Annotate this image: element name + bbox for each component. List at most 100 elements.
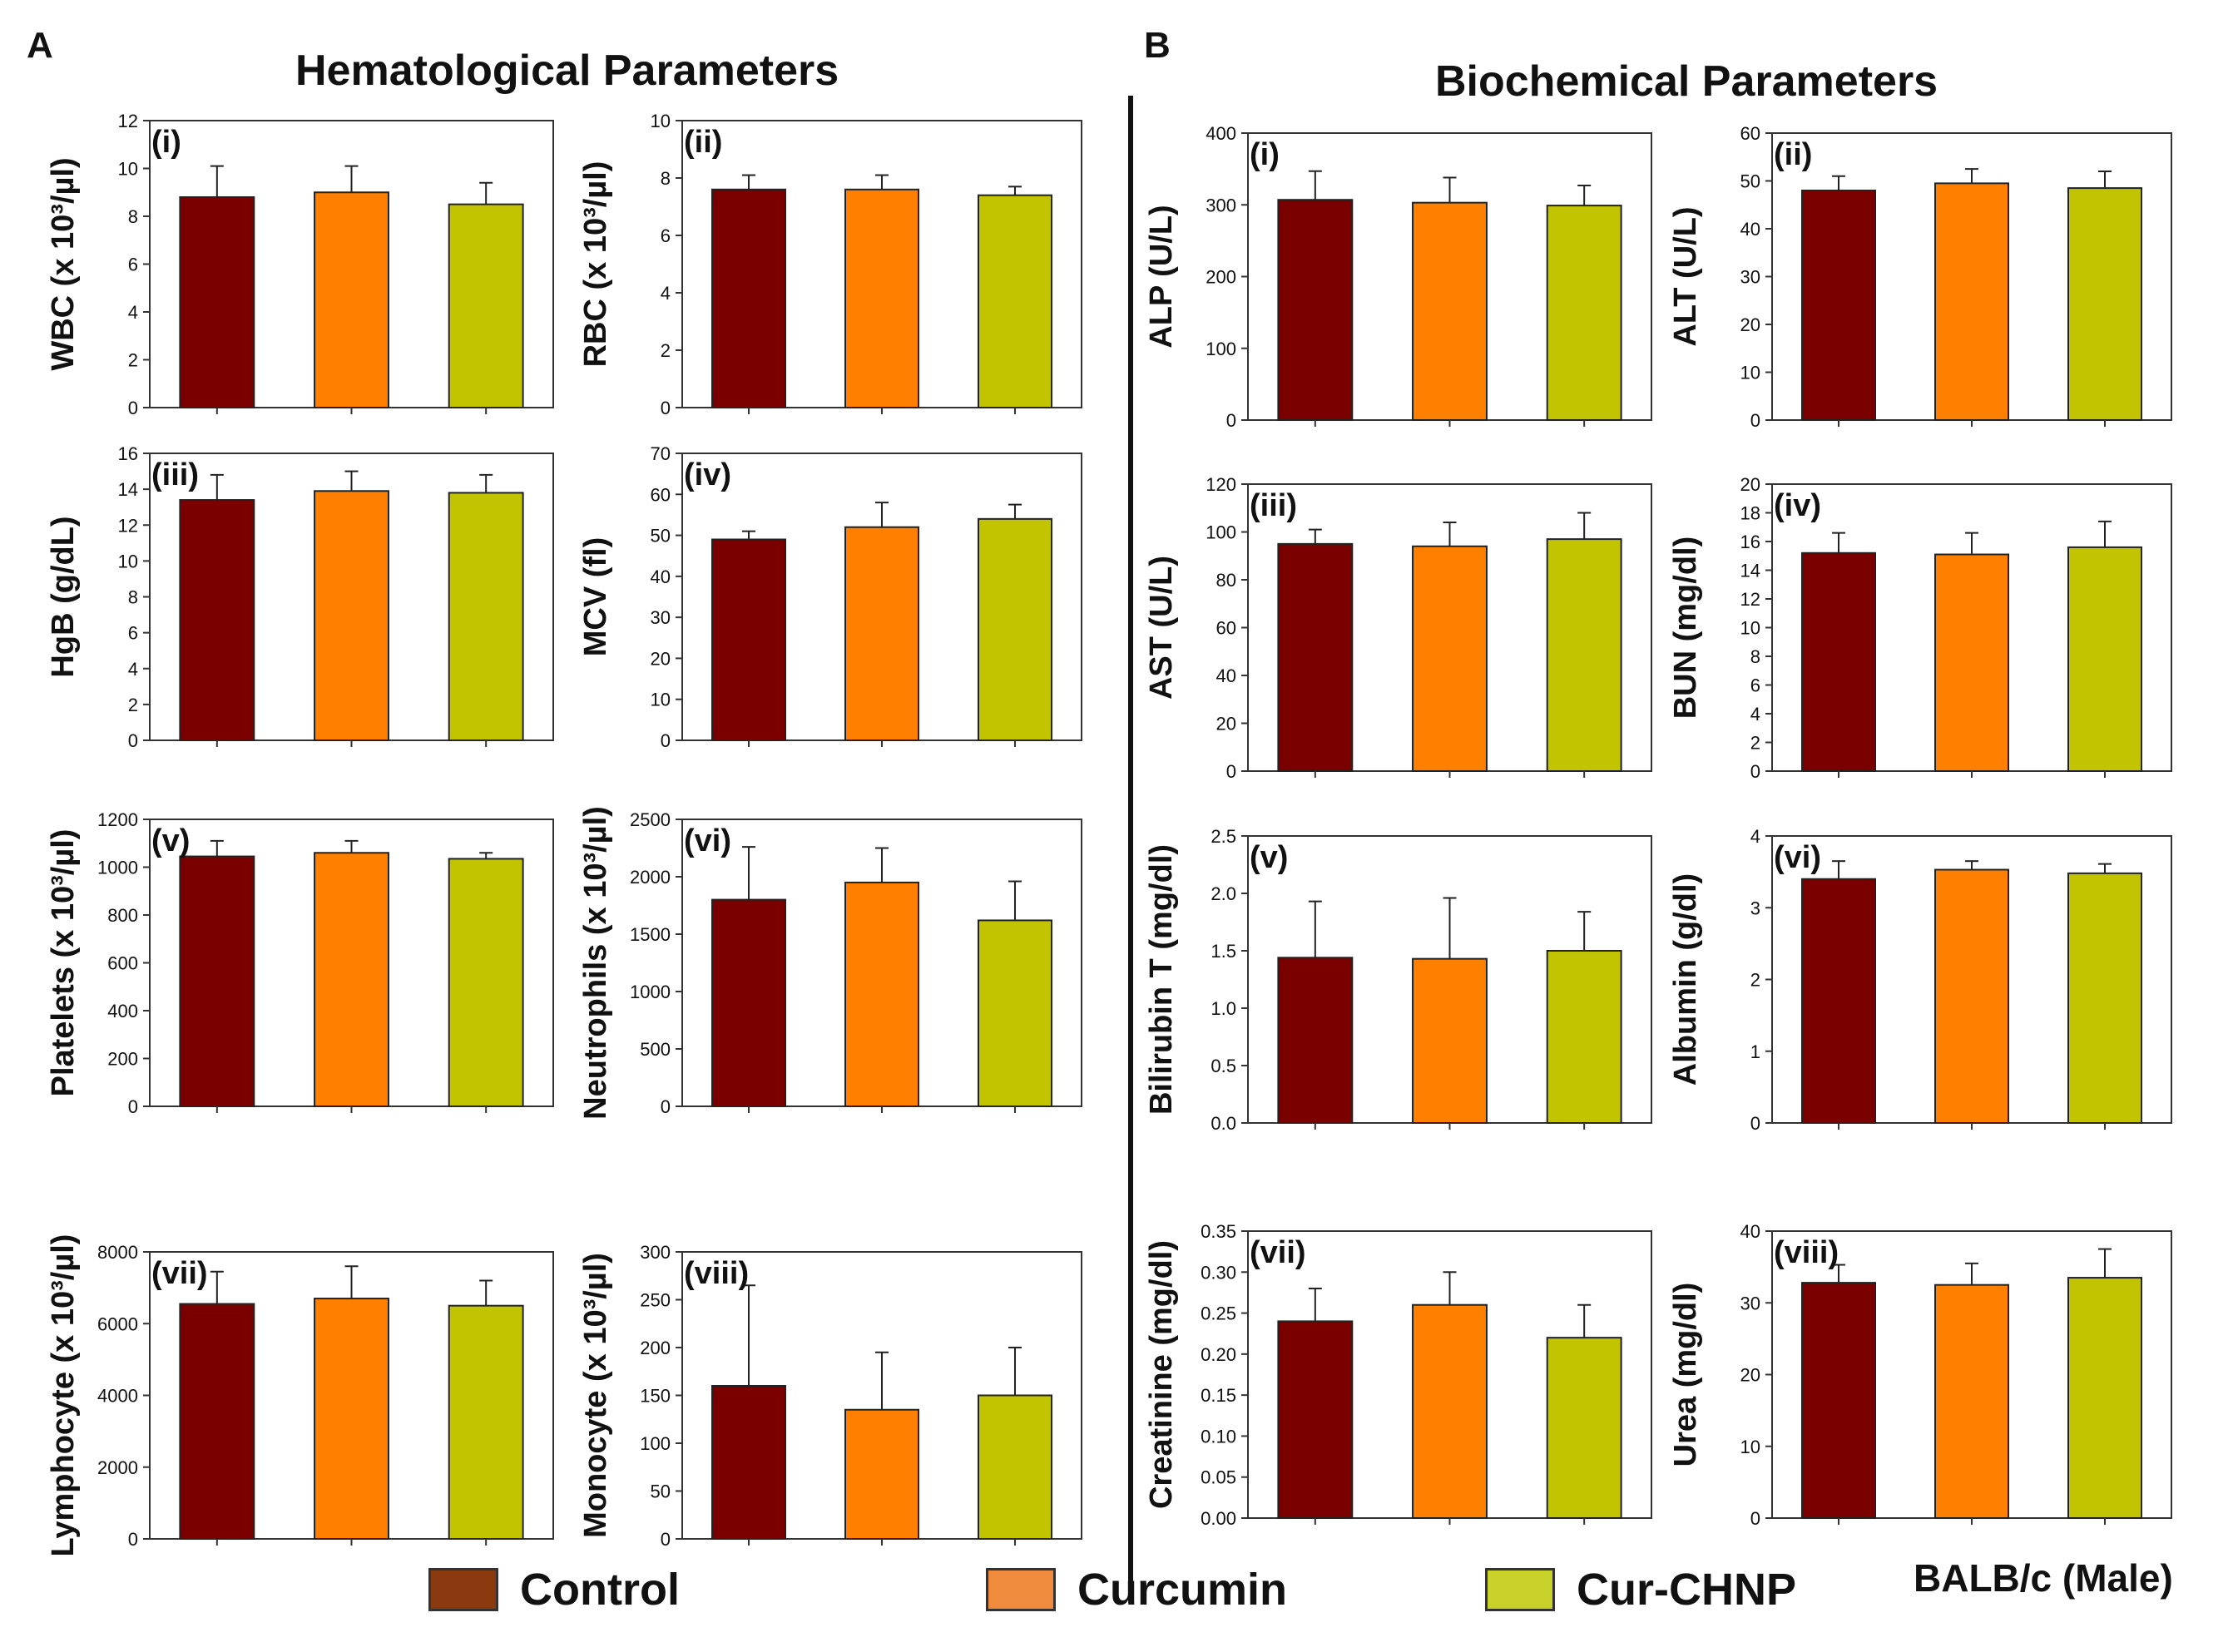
y-tick-label: 0.0 [1211, 1113, 1236, 1134]
y-tick-label: 0 [661, 398, 671, 418]
bar-cur-chnp [2067, 546, 2142, 773]
y-axis-label: BUN (mg/dl) [1668, 537, 1703, 720]
y-tick-label: 500 [640, 1039, 671, 1060]
bar-curcumin [844, 188, 919, 409]
y-tick-label: 6 [661, 225, 671, 246]
bar-curcumin [1412, 1303, 1488, 1519]
bar-control [711, 898, 786, 1107]
y-tick-label: 60 [1740, 123, 1760, 144]
y-tick-label: 40 [1216, 665, 1236, 686]
bar-cur-chnp [978, 194, 1052, 408]
y-tick-label: 70 [651, 443, 671, 464]
bar-control [179, 196, 255, 408]
y-tick-label: 0 [128, 398, 138, 418]
y-tick-label: 0 [661, 1529, 671, 1550]
bar-control [711, 188, 786, 409]
y-tick-label: 60 [1216, 618, 1236, 639]
y-tick-label: 2000 [630, 867, 671, 888]
y-tick-label: 2.0 [1211, 883, 1236, 904]
y-tick-label: 12 [1740, 589, 1760, 610]
bar-cur-chnp [1546, 205, 1622, 422]
chart-3: 0 2 4 6 8 10 12 14 16 (iii) HgB (g/dL) [46, 443, 554, 751]
bar-cur-chnp [978, 1394, 1052, 1540]
y-axis-label: Monocyte (x 10³/µl) [578, 1253, 613, 1538]
y-tick-label: 2 [661, 340, 671, 361]
y-axis-label: HgB (g/dL) [46, 516, 81, 677]
y-tick-label: 0 [661, 730, 671, 751]
chart-15: 0.00 0.05 0.10 0.15 0.20 0.25 0.30 0.35 (vii) Cre… [1144, 1221, 1652, 1529]
hematological-title: Hematological Parameters [295, 47, 839, 95]
y-tick-label: 1.0 [1211, 998, 1236, 1019]
bar-curcumin [844, 1408, 919, 1540]
y-tick-label: 8000 [97, 1242, 138, 1263]
bar-cur-chnp [1546, 538, 1622, 772]
y-tick-label: 4 [1750, 704, 1760, 725]
panel-label: (iv) [684, 458, 731, 492]
bar-control [179, 855, 255, 1107]
chart-16: 0 10 20 30 40 (viii) Urea (mg/dl) [1668, 1221, 2172, 1529]
bar-cur-chnp [448, 492, 524, 741]
y-tick-label: 20 [1740, 474, 1760, 495]
y-tick-label: 30 [651, 607, 671, 628]
y-tick-label: 4 [1750, 826, 1760, 847]
y-tick-label: 2500 [630, 809, 671, 830]
y-tick-label: 10 [651, 111, 671, 131]
y-tick-label: 3 [1750, 898, 1760, 918]
y-tick-label: 120 [1206, 474, 1236, 495]
y-tick-label: 600 [107, 953, 138, 974]
y-tick-label: 0 [1750, 410, 1760, 431]
y-tick-label: 0 [128, 730, 138, 751]
chart-14: 0 1 2 3 4 (vi) Albumin (g/dl) [1668, 826, 2172, 1134]
chart-4: 0 10 20 30 40 50 60 70 (iv) MCV (fl) [578, 443, 1082, 751]
chart-10: 0 10 20 30 40 50 60 (ii) ALT (U/L) [1668, 123, 2172, 431]
y-tick-label: 0.30 [1201, 1262, 1236, 1283]
y-tick-label: 8 [128, 206, 138, 227]
panel-b-letter: B [1144, 25, 1171, 66]
y-tick-label: 1.5 [1211, 941, 1236, 962]
y-tick-label: 20 [1740, 314, 1760, 335]
y-tick-label: 0 [1226, 761, 1236, 782]
bar-control [1277, 957, 1354, 1125]
y-axis-label: Lymphocyte (x 10³/µl) [46, 1234, 81, 1557]
y-tick-label: 250 [640, 1290, 671, 1311]
y-tick-label: 0 [1750, 1113, 1760, 1134]
y-tick-label: 12 [118, 515, 138, 536]
y-tick-label: 40 [1740, 219, 1760, 240]
y-tick-label: 30 [1740, 267, 1760, 288]
bar-cur-chnp [2067, 1277, 2142, 1519]
panel-divider [1128, 96, 1133, 1593]
bar-cur-chnp [2067, 187, 2142, 421]
y-tick-label: 50 [1740, 171, 1760, 192]
bar-control [711, 538, 786, 741]
bar-cur-chnp [978, 517, 1052, 741]
y-tick-label: 6 [128, 623, 138, 644]
y-tick-label: 10 [1740, 1437, 1760, 1457]
y-tick-label: 2 [128, 695, 138, 715]
bar-curcumin [1412, 201, 1488, 421]
chart-6: 0 500 1000 1500 2000 2500 (vi) Neutrophils (x 1… [578, 806, 1082, 1120]
y-tick-label: 0 [661, 1096, 671, 1117]
bar-curcumin [1412, 545, 1488, 772]
y-tick-label: 0 [128, 1096, 138, 1117]
bar-curcumin [314, 191, 389, 408]
y-tick-label: 40 [1740, 1221, 1760, 1242]
strain-label: BALB/c (Male) [1914, 1556, 2173, 1600]
y-tick-label: 20 [1740, 1365, 1760, 1386]
panel-label: (iii) [151, 458, 199, 492]
y-tick-label: 50 [651, 1481, 671, 1502]
y-tick-label: 8 [661, 168, 671, 189]
y-tick-label: 200 [640, 1338, 671, 1358]
legend-cur-chnp-swatch [1485, 1568, 1555, 1611]
y-tick-label: 50 [651, 526, 671, 547]
y-tick-label: 0.25 [1201, 1303, 1236, 1324]
y-tick-label: 12 [118, 111, 138, 131]
chart-11: 0 20 40 60 80 100 120 (iii) AST (U/L) [1144, 474, 1652, 782]
y-axis-label: Neutrophils (x 10³/µl) [578, 806, 613, 1120]
bar-cur-chnp [448, 858, 524, 1107]
y-tick-label: 1200 [97, 809, 138, 830]
y-tick-label: 1 [1750, 1041, 1760, 1062]
y-tick-label: 300 [640, 1242, 671, 1263]
bar-control [1801, 551, 1876, 772]
y-axis-label: Platelets (x 10³/µl) [46, 829, 81, 1097]
